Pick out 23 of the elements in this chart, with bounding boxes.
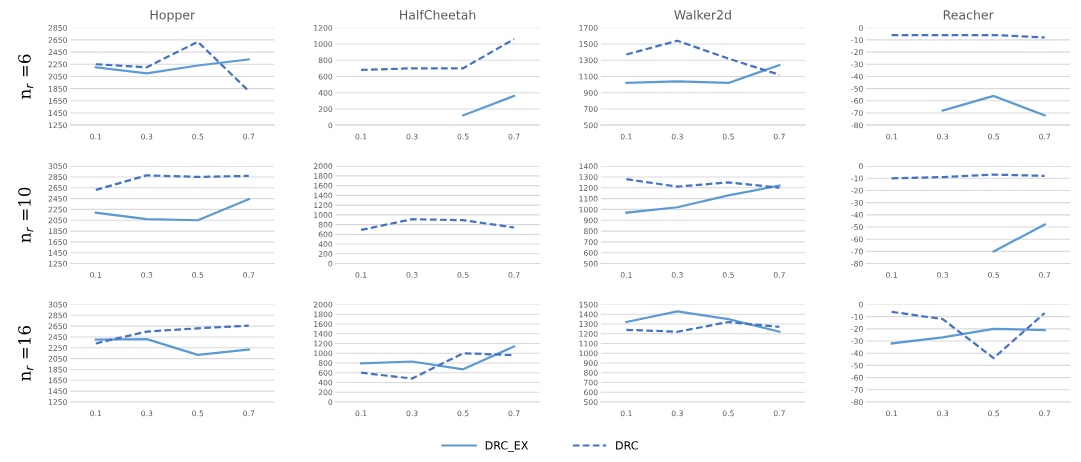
line-series [94, 338, 250, 356]
chart-title: Reacher [943, 9, 994, 20]
legend-label: DRC_EX [485, 441, 529, 452]
line-series [94, 40, 250, 93]
line-series [359, 345, 516, 371]
chart-title: Walker2d [674, 9, 731, 20]
chart-title: Hopper [150, 10, 196, 22]
line-series [94, 174, 250, 192]
line-series [359, 218, 516, 232]
line-series [625, 320, 781, 333]
chart-title: HalfCheetah [400, 9, 476, 20]
legend-label: DRC [616, 441, 638, 450]
line-series [94, 324, 250, 345]
y-axis-title: n$_{r}$ =6 [18, 54, 34, 99]
line-series [625, 177, 781, 189]
line-series [94, 58, 250, 75]
line-series [94, 198, 250, 222]
line-series [890, 310, 1046, 360]
line-series [890, 327, 1046, 345]
y-axis-title: n$_{r}$ =16 [18, 325, 34, 381]
y-axis-title: n$_{r}$ =10 [18, 187, 34, 243]
line-series [625, 310, 781, 333]
line-series [625, 184, 781, 214]
